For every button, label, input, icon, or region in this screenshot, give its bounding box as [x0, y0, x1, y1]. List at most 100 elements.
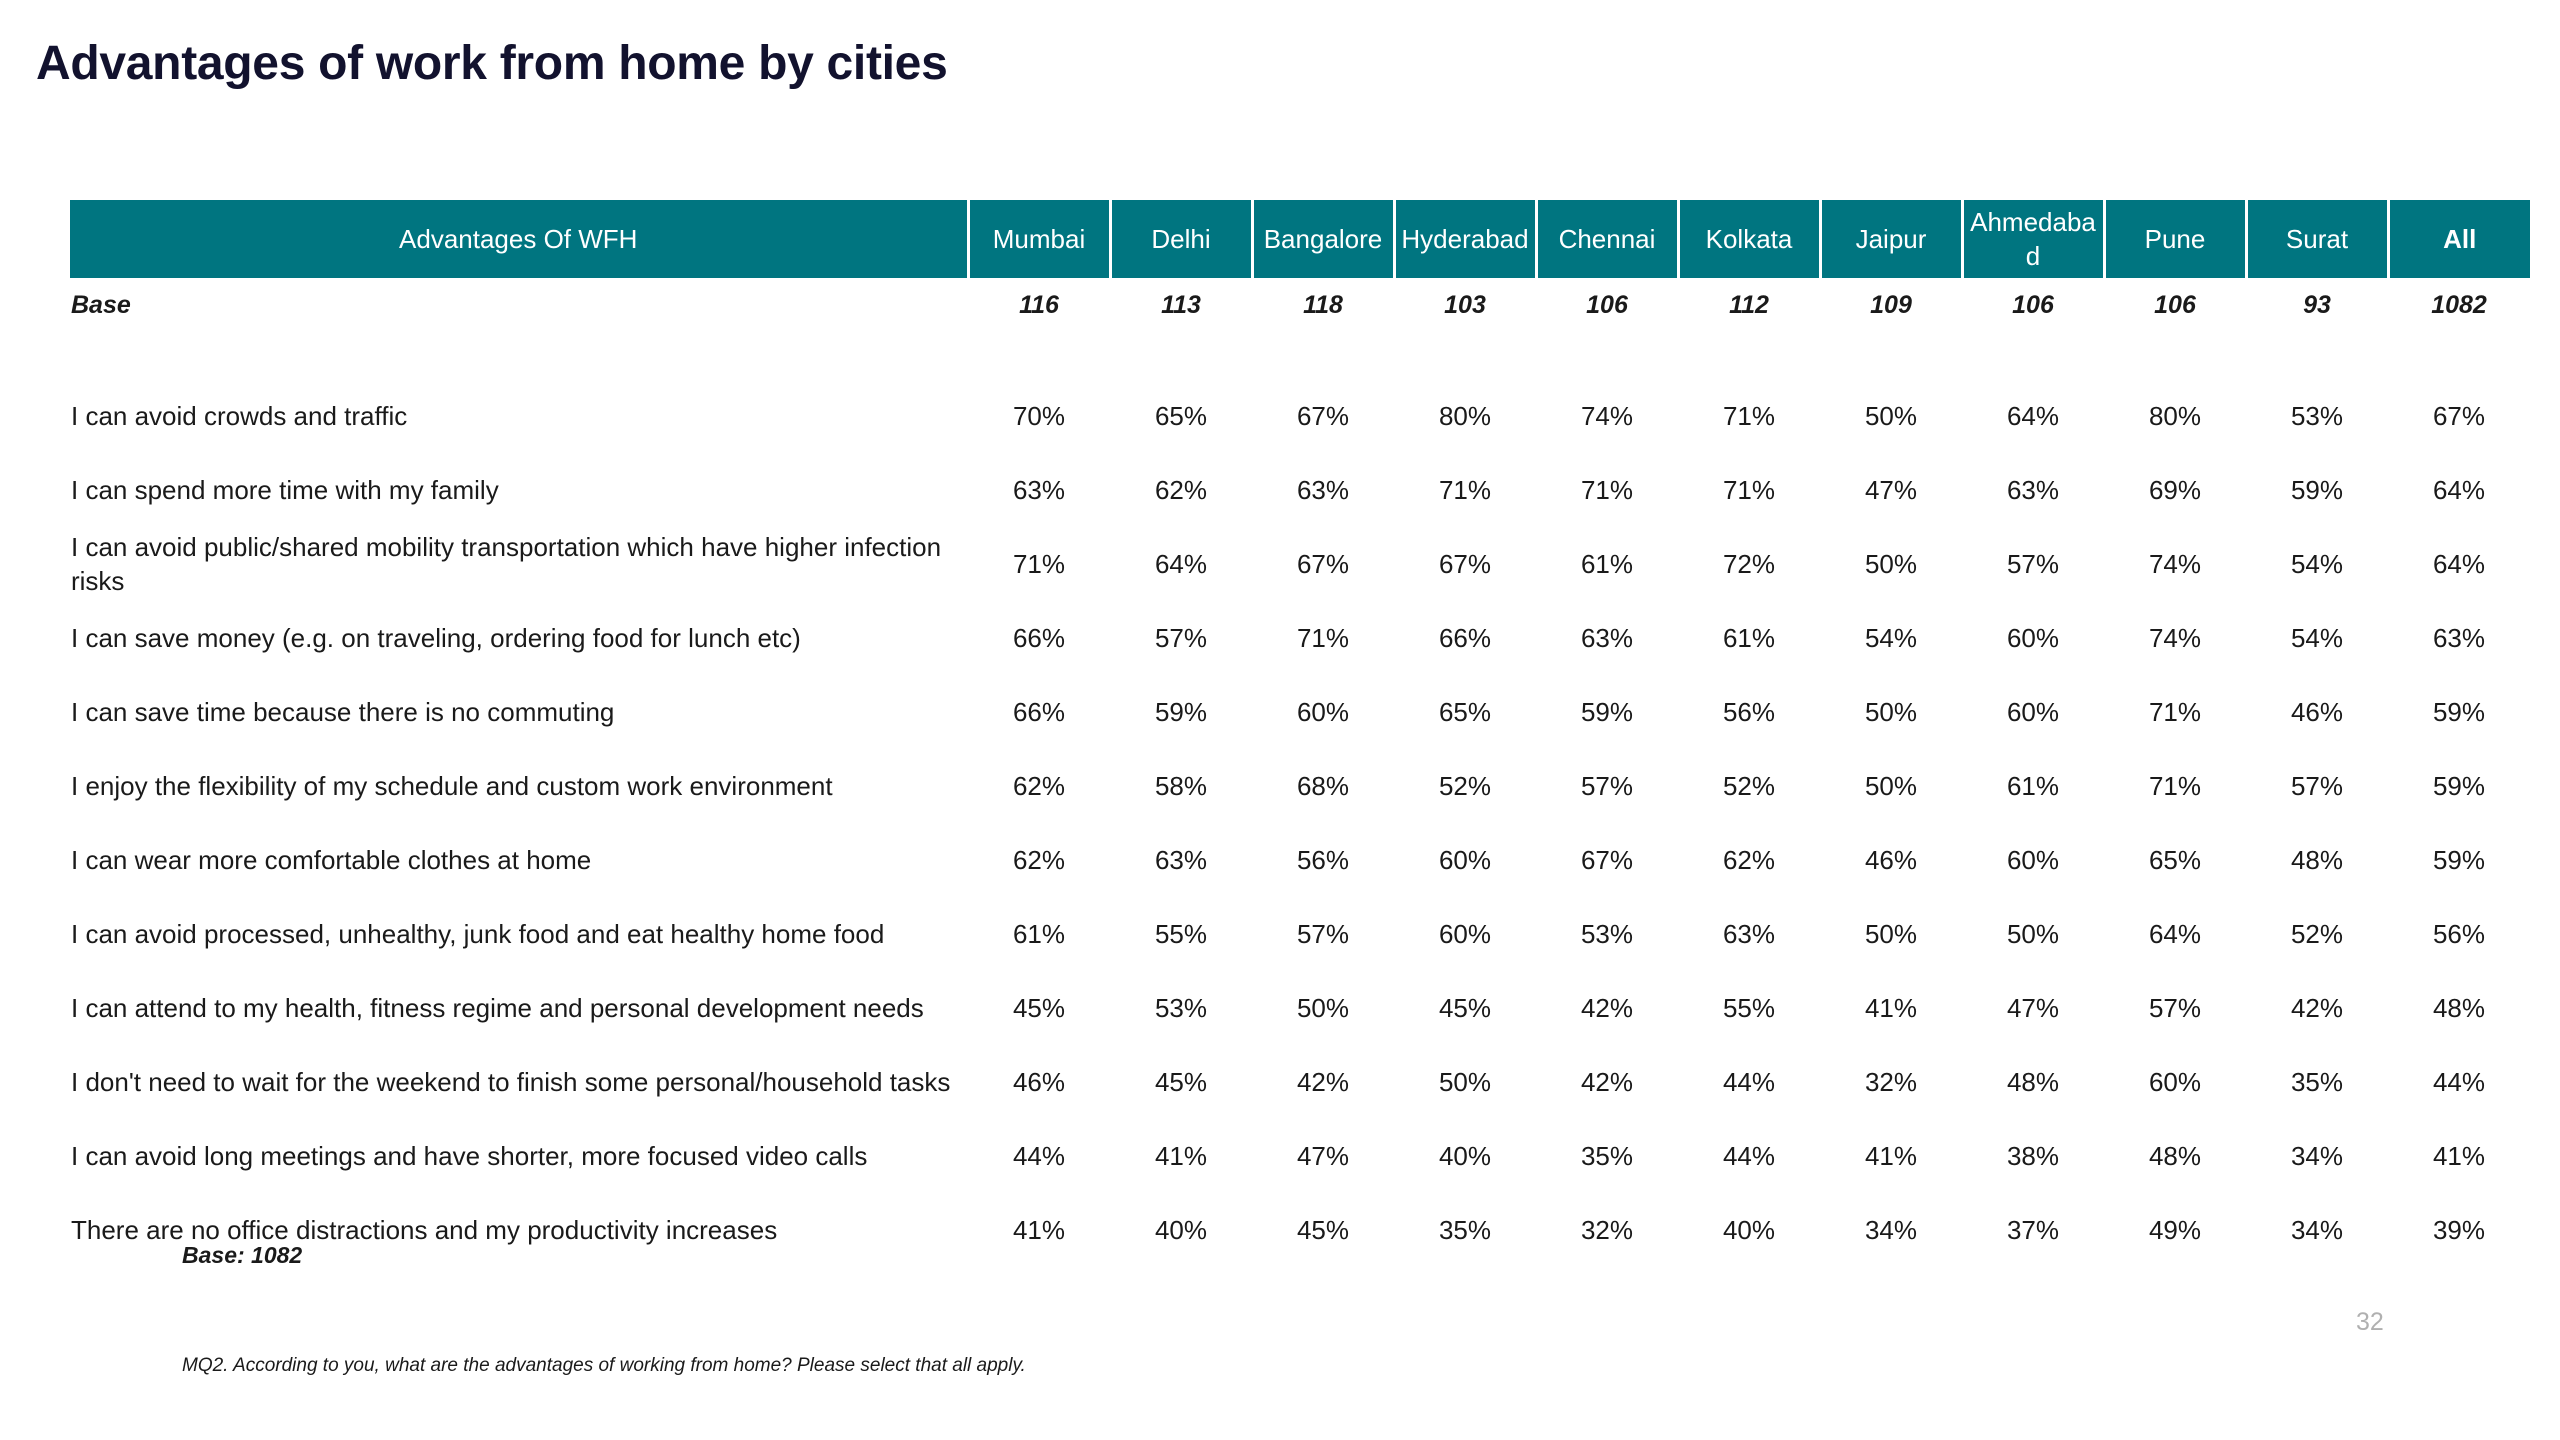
table-cell: 46% [1012, 1067, 1066, 1097]
table-row: I can spend more time with my family 63% 6… [70, 453, 2530, 527]
table-cell: 63% [1722, 919, 1776, 949]
table-cell: 46% [1864, 845, 1918, 875]
table-row: I can avoid crowds and traffic 70% 65% 67% 8… [70, 379, 2530, 453]
header-city-mumbai: Mumbai [966, 200, 1110, 278]
table-cell: 45% [1296, 1215, 1350, 1245]
table-cell: 52% [1722, 771, 1776, 801]
table-cell: 64% [2006, 401, 2060, 431]
table-cell: 63% [2006, 475, 2060, 505]
base-value: 116 [1019, 290, 1059, 319]
table-cell: 69% [2148, 475, 2202, 505]
header-city-surat: Surat [2244, 200, 2388, 278]
table-cell: 63% [1580, 623, 1634, 653]
table-cell: 42% [1580, 1067, 1634, 1097]
table-cell: 42% [1580, 993, 1634, 1023]
table-cell: 71% [1438, 475, 1492, 505]
table-cell: 39% [2432, 1215, 2486, 1245]
base-note: Base: 1082 [182, 1242, 303, 1268]
header-city-pune: Pune [2102, 200, 2246, 278]
table-cell: 74% [2148, 549, 2202, 579]
advantages-table: Advantages Of WFH Mumbai Delhi Bangalore Hy… [70, 200, 2530, 1267]
table-cell: 61% [1012, 919, 1066, 949]
table-cell: 60% [2006, 623, 2060, 653]
table-cell: 66% [1012, 697, 1066, 727]
table-cell: 44% [1722, 1067, 1776, 1097]
table-cell: 35% [1438, 1215, 1492, 1245]
table-cell: 64% [2432, 475, 2486, 505]
table-cell: 67% [1580, 845, 1634, 875]
header-city-chennai: Chennai [1534, 200, 1678, 278]
base-row: Base 116 113 118 103 106 112 109 106 106 93 1082 [70, 278, 2530, 332]
table-row: I can wear more comfortable clothes at h… [70, 823, 2530, 897]
table-cell: 41% [1154, 1141, 1208, 1171]
table-cell: 57% [1580, 771, 1634, 801]
row-label: I can avoid processed, unhealthy, junk f… [71, 919, 885, 949]
table-cell: 62% [1722, 845, 1776, 875]
table-row: I can avoid public/shared mobility trans… [70, 527, 2530, 601]
header-city-bangalore: Bangalore [1250, 200, 1394, 278]
table-cell: 62% [1012, 771, 1066, 801]
table-cell: 48% [2290, 845, 2344, 875]
header-city-delhi: Delhi [1108, 200, 1252, 278]
table-cell: 64% [2432, 549, 2486, 579]
table-cell: 65% [1154, 401, 1208, 431]
table-cell: 61% [1722, 623, 1776, 653]
base-value: 106 [2012, 290, 2054, 319]
base-value: 1082 [2431, 290, 2487, 319]
table-cell: 53% [2290, 401, 2344, 431]
row-label: I can save time because there is no comm… [71, 697, 615, 727]
table-cell: 40% [1154, 1215, 1208, 1245]
base-value: 118 [1303, 290, 1343, 319]
table-cell: 71% [1012, 549, 1066, 579]
row-label: I enjoy the flexibility of my schedule a… [71, 771, 833, 801]
table-cell: 60% [2148, 1067, 2202, 1097]
table-cell: 38% [2006, 1141, 2060, 1171]
row-label: I can avoid long meetings and have short… [71, 1141, 868, 1171]
table-cell: 71% [1580, 475, 1634, 505]
table-cell: 59% [1154, 697, 1208, 727]
table-row: I don't need to wait for the weekend to … [70, 1045, 2530, 1119]
table-cell: 59% [2290, 475, 2344, 505]
table-cell: 37% [2006, 1215, 2060, 1245]
table-cell: 65% [2148, 845, 2202, 875]
table-cell: 35% [2290, 1067, 2344, 1097]
table-cell: 55% [1722, 993, 1776, 1023]
table-cell: 53% [1580, 919, 1634, 949]
table-cell: 42% [2290, 993, 2344, 1023]
table-cell: 55% [1154, 919, 1208, 949]
table-cell: 67% [1296, 401, 1350, 431]
base-value: 103 [1444, 290, 1486, 319]
table-cell: 66% [1012, 623, 1066, 653]
table-cell: 67% [1438, 549, 1492, 579]
base-value: 93 [2303, 290, 2331, 319]
table-cell: 50% [1864, 919, 1918, 949]
table-cell: 45% [1438, 993, 1492, 1023]
table-cell: 54% [2290, 623, 2344, 653]
table-cell: 47% [1864, 475, 1918, 505]
table-cell: 47% [1296, 1141, 1350, 1171]
table-cell: 50% [1296, 993, 1350, 1023]
table-cell: 66% [1438, 623, 1492, 653]
table-cell: 60% [1438, 845, 1492, 875]
row-label: I can avoid crowds and traffic [71, 401, 408, 431]
table-cell: 53% [1154, 993, 1208, 1023]
table-row: There are no office distractions and my … [70, 1193, 2530, 1267]
footnote: MQ2. According to you, what are the adva… [182, 1355, 1026, 1376]
table-cell: 41% [1012, 1215, 1066, 1245]
table-cell: 61% [2006, 771, 2060, 801]
table-cell: 59% [2432, 697, 2486, 727]
table-cell: 80% [1438, 401, 1492, 431]
table-cell: 45% [1154, 1067, 1208, 1097]
table-cell: 59% [1580, 697, 1634, 727]
base-value: 109 [1870, 290, 1912, 319]
table-cell: 63% [2432, 623, 2486, 653]
table-cell: 60% [1296, 697, 1350, 727]
table-cell: 50% [1864, 697, 1918, 727]
table-cell: 59% [2432, 845, 2486, 875]
base-value: 112 [1729, 290, 1769, 319]
table-row: I can save time because there is no comm… [70, 675, 2530, 749]
page-title: Advantages of work from home by cities [36, 37, 948, 90]
table-row: I can save money (e.g. on traveling, ord… [70, 601, 2530, 675]
table-row: I can avoid long meetings and have short… [70, 1119, 2530, 1193]
table-cell: 56% [2432, 919, 2486, 949]
